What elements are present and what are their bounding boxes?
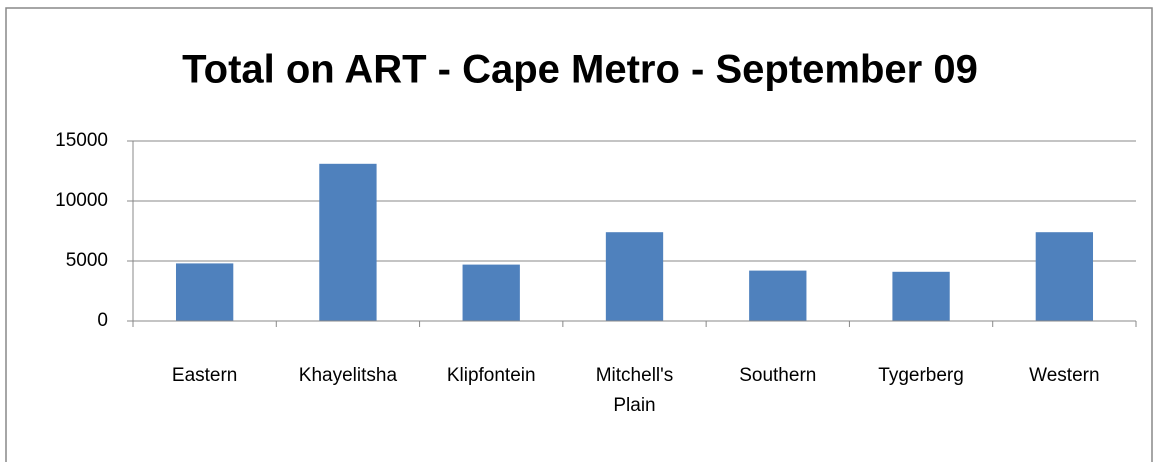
y-tick-label: 15000 bbox=[55, 130, 108, 151]
chart-border bbox=[5, 7, 1153, 462]
bar bbox=[462, 264, 520, 321]
bar bbox=[892, 271, 950, 321]
y-tick-label: 0 bbox=[97, 310, 108, 331]
x-tick-label: Western bbox=[1029, 365, 1100, 386]
x-tick-label: Mitchell's Plain bbox=[595, 365, 674, 416]
y-tick-label: 5000 bbox=[66, 250, 108, 271]
bar bbox=[1035, 232, 1094, 321]
bar bbox=[175, 263, 234, 321]
bar bbox=[749, 270, 807, 321]
chart-title: Total on ART - Cape Metro - September 09 bbox=[182, 48, 978, 92]
y-tick-label: 10000 bbox=[55, 190, 108, 211]
bar bbox=[319, 163, 377, 321]
x-tick-label: Southern bbox=[739, 365, 817, 386]
x-tick-label: Eastern bbox=[171, 365, 238, 386]
bar bbox=[605, 232, 664, 321]
x-tick-label: Khayelitsha bbox=[298, 365, 398, 386]
x-tick-label: Tygerberg bbox=[878, 365, 964, 386]
x-tick-label: Klipfontein bbox=[446, 365, 536, 386]
